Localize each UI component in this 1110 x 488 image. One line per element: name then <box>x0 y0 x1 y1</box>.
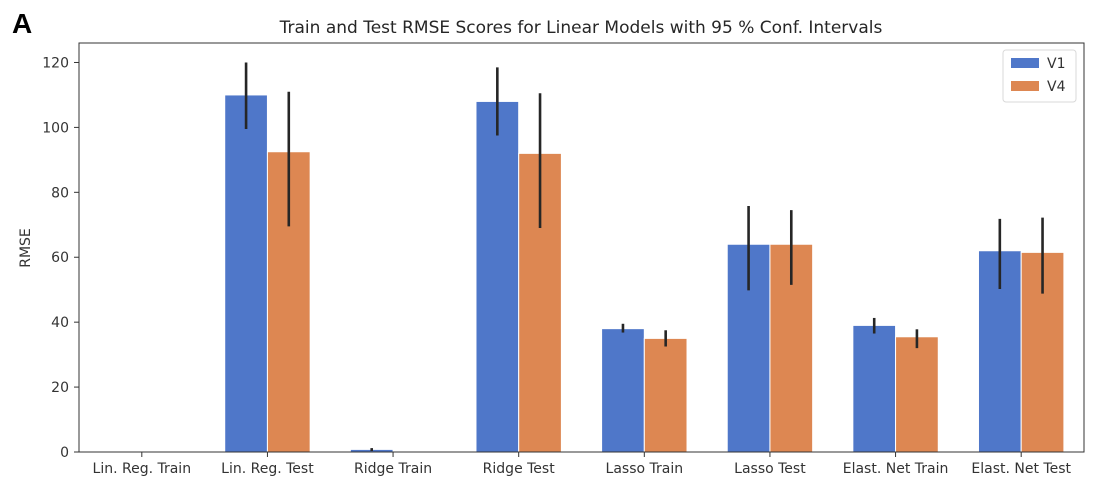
x-tick-label-7: Elast. Net Test <box>971 461 1071 477</box>
y-tick-label-3: 60 <box>51 250 69 266</box>
bar-v1-6 <box>852 324 897 453</box>
panel-label: A <box>12 8 33 39</box>
legend-label-v1: V1 <box>1047 56 1065 72</box>
bar-v1-1 <box>224 94 268 453</box>
error-bars-layer <box>244 62 1044 452</box>
y-tick-label-4: 80 <box>51 185 69 201</box>
y-ticks-layer: 0 20 40 60 80 100 120 <box>42 55 79 461</box>
y-tick-label-0: 0 <box>60 445 69 461</box>
legend-swatch-v1 <box>1011 58 1039 68</box>
y-tick-label-2: 40 <box>51 315 69 331</box>
x-tick-label-5: Lasso Test <box>734 461 806 477</box>
bar-v1-4 <box>601 328 645 453</box>
bar-v4-6 <box>895 336 939 453</box>
x-tick-label-3: Ridge Test <box>483 461 556 477</box>
y-tick-label-6: 120 <box>42 55 69 71</box>
x-tick-label-4: Lasso Train <box>606 461 684 477</box>
x-tick-label-6: Elast. Net Train <box>843 461 949 477</box>
x-tick-label-1: Lin. Reg. Test <box>221 461 314 477</box>
y-axis-label: RMSE <box>18 228 34 268</box>
legend-swatch-v4 <box>1011 81 1039 91</box>
y-tick-label-5: 100 <box>42 120 69 136</box>
x-tick-label-2: Ridge Train <box>354 461 432 477</box>
x-ticks-layer: Lin. Reg. Train Lin. Reg. Test Ridge Train… <box>93 452 1071 477</box>
bars-layer <box>224 94 1065 453</box>
legend-label-v4: V4 <box>1047 79 1066 95</box>
bar-v4-4 <box>643 337 688 453</box>
y-tick-label-1: 20 <box>51 380 69 396</box>
x-tick-label-0: Lin. Reg. Train <box>93 461 192 477</box>
bar-v1-3 <box>475 100 520 453</box>
plot-frame <box>78 42 1085 453</box>
chart-title: Train and Test RMSE Scores for Linear Mo… <box>279 18 883 38</box>
